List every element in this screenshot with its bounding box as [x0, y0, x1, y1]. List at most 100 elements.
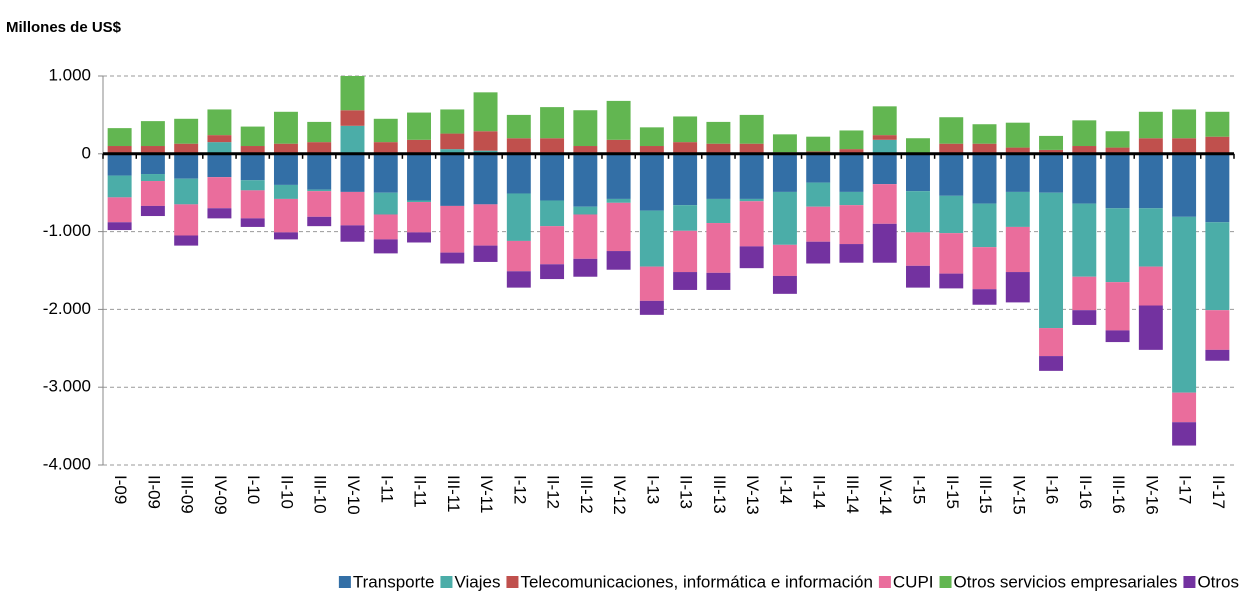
bar-segment — [639, 127, 664, 147]
bar-segment — [839, 153, 864, 192]
bar-segment — [639, 300, 664, 315]
bar-segment — [906, 153, 930, 192]
bar-segment — [407, 202, 431, 233]
x-tick-label: III-09 — [178, 475, 197, 514]
bar-segment — [240, 153, 265, 181]
bar-segment — [407, 112, 431, 140]
bar-segment — [739, 201, 764, 247]
bar-segment — [1138, 111, 1163, 139]
bar-segment — [273, 198, 298, 233]
bar-segment — [906, 191, 930, 233]
legend-swatch — [939, 576, 952, 588]
legend-label: Otros servicios empresariales — [954, 572, 1178, 591]
bar-segment — [340, 76, 365, 111]
bar-segment — [307, 121, 332, 143]
bar-segment — [573, 258, 598, 277]
bar-segment — [540, 226, 565, 265]
bar-segment — [540, 138, 565, 154]
x-tick-label: II-12 — [544, 475, 563, 509]
bar-segment — [107, 197, 132, 223]
bar-segment — [273, 184, 298, 199]
bar-segment — [1039, 135, 1064, 150]
bar-segment — [706, 143, 731, 154]
bar-segment — [506, 193, 531, 241]
bar-segment — [706, 121, 731, 144]
x-tick-label: I-09 — [111, 475, 130, 504]
bar-segment — [440, 205, 465, 253]
x-tick-label: I-10 — [244, 475, 263, 504]
x-tick-label: IV-10 — [344, 475, 363, 515]
x-tick-label: I-12 — [510, 475, 529, 504]
bar-segment — [1105, 208, 1130, 283]
bar-segment — [1205, 349, 1230, 361]
bar-segment — [939, 233, 964, 274]
legend-label: Transporte — [353, 572, 435, 591]
bar-segment — [373, 118, 398, 143]
bar-segment — [1005, 122, 1030, 148]
x-tick-label: I-16 — [1043, 475, 1062, 504]
bar-segment — [872, 106, 897, 136]
x-tick-label: II-10 — [277, 475, 296, 509]
bar-segment — [473, 204, 498, 246]
bar-segment — [606, 139, 631, 154]
y-tick-label: -3.000 — [43, 377, 91, 396]
bar-segment — [806, 153, 831, 183]
bar-segment — [606, 153, 631, 199]
bar-segment — [1072, 120, 1097, 147]
bar-segment — [1138, 305, 1163, 350]
x-tick-label: III-13 — [710, 475, 729, 514]
bar-segment — [1205, 310, 1230, 350]
x-tick-label: III-16 — [1109, 475, 1128, 514]
bar-segment — [1039, 192, 1064, 329]
bar-segment — [207, 208, 232, 219]
bar-segment — [240, 190, 265, 219]
bar-segment — [673, 142, 698, 154]
x-tick-label: III-15 — [976, 475, 995, 514]
bar-segment — [473, 245, 498, 262]
bar-segment — [906, 265, 930, 288]
bar-segment — [573, 110, 598, 147]
bar-segment — [207, 109, 232, 136]
bar-segment — [1105, 330, 1130, 343]
bar-segment — [373, 142, 398, 154]
bar-segment — [207, 142, 232, 154]
bar-segment — [1205, 111, 1230, 137]
bar-segment — [1039, 356, 1064, 371]
bar-segment — [107, 128, 132, 147]
y-tick-label: 1.000 — [48, 65, 91, 84]
legend-swatch — [506, 576, 519, 588]
bar-segment — [407, 153, 431, 201]
bar-segment — [407, 232, 431, 243]
legend-swatch — [440, 576, 453, 588]
bar-segment — [207, 153, 232, 178]
bar-segment — [673, 205, 698, 231]
bar-segment — [772, 134, 797, 153]
bar-segment — [240, 180, 265, 191]
bar-segment — [573, 146, 598, 154]
legend-swatch — [878, 576, 891, 588]
bar-segment — [373, 153, 398, 193]
bar-segment — [174, 143, 199, 154]
bar-segment — [806, 206, 831, 242]
x-tick-label: IV-09 — [211, 475, 230, 515]
bar-segment — [1172, 422, 1197, 446]
bar-segment — [107, 175, 132, 198]
bar-segment — [440, 149, 465, 154]
bar-segment — [606, 202, 631, 252]
bar-segment — [473, 153, 498, 205]
bar-segment — [473, 131, 498, 151]
bar-segment — [1072, 276, 1097, 311]
bar-segment — [307, 191, 332, 217]
bar-segment — [1105, 131, 1130, 148]
x-tick-label: I-13 — [643, 475, 662, 504]
x-tick-label: III-11 — [444, 475, 463, 512]
bar-segment — [872, 153, 897, 185]
bar-segment — [1172, 138, 1197, 154]
x-tick-label: IV-11 — [477, 475, 496, 513]
bar-segment — [772, 191, 797, 245]
bar-segment — [739, 246, 764, 269]
bar-segment — [140, 174, 165, 182]
bar-segment — [872, 135, 897, 140]
x-tick-label: III-14 — [843, 475, 862, 514]
